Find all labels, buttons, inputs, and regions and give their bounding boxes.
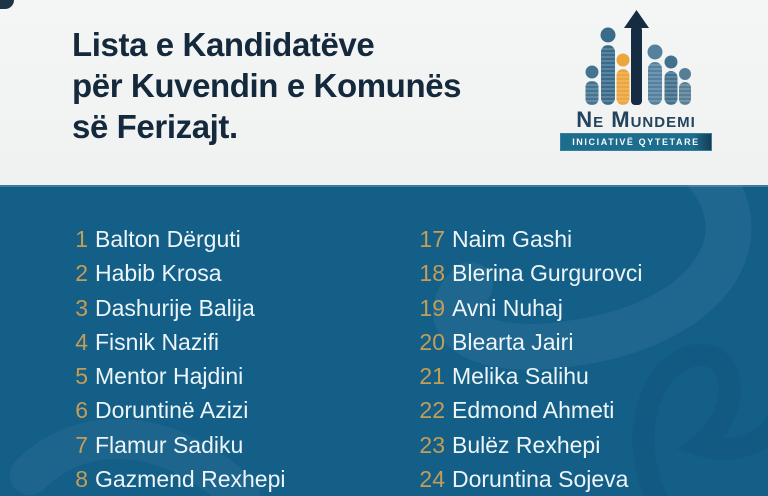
candidate-name: Doruntinë Azizi (95, 397, 249, 424)
candidate-row: 21 Melika Salihu (411, 359, 751, 393)
candidate-name: Avni Nuhaj (452, 294, 563, 321)
people-bar-chart-rising-arrow-icon (585, 10, 691, 105)
candidate-columns: 1 Balton Dërguti 2 Habib Krosa 3 Dashuri… (0, 185, 768, 496)
candidate-row: 5 Mentor Hajdini (60, 359, 411, 393)
candidate-row: 2 Habib Krosa (60, 256, 411, 290)
candidate-number: 17 (419, 226, 445, 252)
candidate-number: 24 (419, 466, 445, 493)
person-figure-5 (647, 44, 663, 105)
candidate-row: 17 Naim Gashi (411, 222, 751, 256)
rising-arrow-icon (624, 10, 649, 105)
candidate-name: Melika Salihu (452, 363, 589, 390)
candidate-list-section: 1 Balton Dërguti 2 Habib Krosa 3 Dashuri… (0, 185, 768, 496)
candidate-row: 22 Edmond Ahmeti (411, 393, 751, 427)
candidate-row: 7 Flamur Sadiku (60, 428, 411, 462)
candidate-row: 1 Balton Dërguti (60, 222, 411, 256)
candidate-name: Blerina Gurgurovci (452, 260, 643, 287)
candidate-number: 21 (419, 363, 445, 390)
candidate-name: Blearta Jairi (452, 328, 574, 355)
candidate-number: 2 (75, 260, 88, 287)
title-line-3: së Ferizajt. (72, 108, 238, 145)
person-figure-1 (585, 65, 599, 105)
corner-artifact (0, 0, 14, 9)
candidate-column-left: 1 Balton Dërguti 2 Habib Krosa 3 Dashuri… (60, 222, 411, 496)
candidate-row: 23 Bulëz Rexhepi (411, 428, 751, 462)
candidate-number: 4 (75, 328, 88, 355)
candidate-number: 7 (75, 431, 88, 458)
candidate-number: 8 (75, 466, 88, 493)
candidate-name: Mentor Hajdini (95, 363, 244, 390)
candidate-number: 3 (75, 294, 88, 321)
title-line-2: për Kuvendin e Komunës (72, 67, 462, 104)
candidate-row: 6 Doruntinë Azizi (60, 393, 411, 427)
candidate-row: 18 Blerina Gurgurovci (411, 256, 751, 290)
background-swirl-watermark (10, 185, 768, 496)
person-figure-7 (679, 68, 691, 105)
person-figure-6 (664, 55, 678, 105)
page-title: Lista e Kandidatëve për Kuvendin e Komun… (72, 24, 462, 147)
logo-wordmark: Ne Mundemi (576, 107, 696, 132)
person-figure-2 (600, 27, 616, 105)
candidate-number: 19 (419, 294, 445, 321)
candidate-row: 20 Blearta Jairi (411, 325, 751, 359)
candidate-row: 19 Avni Nuhaj (411, 291, 751, 325)
candidate-name: Flamur Sadiku (95, 431, 244, 458)
candidate-row: 3 Dashurije Balija (60, 291, 411, 325)
candidate-number: 22 (419, 397, 445, 424)
logo-tagline-banner: INICIATIVË QYTETARE (560, 133, 712, 151)
candidate-row: 4 Fisnik Nazifi (60, 325, 411, 359)
candidate-name: Doruntina Sojeva (452, 466, 629, 493)
candidate-number: 5 (75, 363, 88, 390)
candidate-number: 1 (75, 226, 88, 252)
candidate-row: 8 Gazmend Rexhepi (60, 462, 411, 496)
person-figure-orange (616, 53, 630, 105)
header-section: Lista e Kandidatëve për Kuvendin e Komun… (0, 0, 768, 185)
candidate-number: 18 (419, 260, 445, 287)
candidate-number: 20 (419, 328, 445, 355)
title-line-1: Lista e Kandidatëve (72, 26, 375, 63)
candidate-name: Naim Gashi (452, 226, 573, 252)
candidate-column-right: 17 Naim Gashi 18 Blerina Gurgurovci 19 A… (411, 222, 751, 496)
ne-mundemi-logo: Ne Mundemi INICIATIVË QYTETARE (560, 8, 712, 151)
candidate-name: Fisnik Nazifi (95, 328, 219, 355)
candidate-name: Dashurije Balija (95, 294, 255, 321)
candidate-number: 23 (419, 431, 445, 458)
candidate-name: Gazmend Rexhepi (95, 466, 286, 493)
candidate-row: 24 Doruntina Sojeva (411, 462, 751, 496)
candidate-name: Edmond Ahmeti (452, 397, 615, 424)
candidate-name: Balton Dërguti (95, 226, 241, 252)
candidate-number: 6 (75, 397, 88, 424)
candidate-name: Habib Krosa (95, 260, 222, 287)
candidate-name: Bulëz Rexhepi (452, 431, 601, 458)
